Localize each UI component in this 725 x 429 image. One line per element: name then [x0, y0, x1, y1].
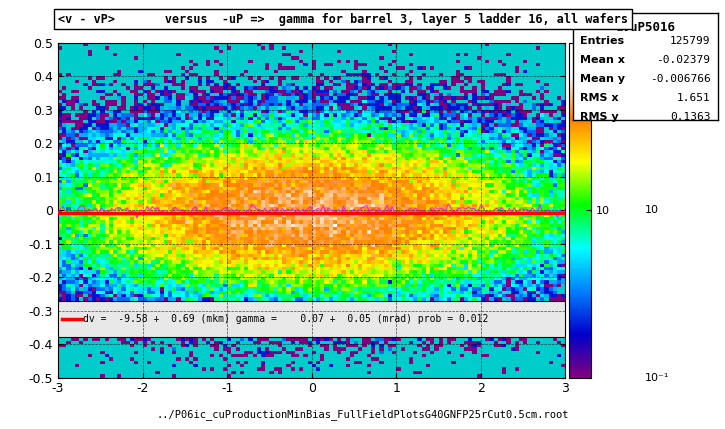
Text: 1.651: 1.651 — [676, 93, 710, 103]
Text: dvuP5016: dvuP5016 — [616, 21, 675, 34]
Text: RMS x: RMS x — [580, 93, 618, 103]
Bar — [58, 301, 566, 337]
Text: Mean y: Mean y — [580, 74, 625, 84]
Text: 10⁻¹: 10⁻¹ — [645, 372, 670, 383]
Text: Entries: Entries — [580, 36, 624, 46]
Text: <v - vP>       versus  -uP =>  gamma for barrel 3, layer 5 ladder 16, all wafers: <v - vP> versus -uP => gamma for barrel … — [58, 13, 628, 26]
Text: dv =  -9.58 +  0.69 (mkm) gamma =    0.07 +  0.05 (mrad) prob = 0.012: dv = -9.58 + 0.69 (mkm) gamma = 0.07 + 0… — [83, 314, 489, 324]
Text: 125799: 125799 — [670, 36, 710, 46]
Text: ../P06ic_cuProductionMinBias_FullFieldPlotsG40GNFP25rCut0.5cm.root: ../P06ic_cuProductionMinBias_FullFieldPl… — [157, 410, 568, 420]
Text: -0.006766: -0.006766 — [650, 74, 710, 84]
Text: 0.1363: 0.1363 — [670, 112, 710, 121]
Text: 10: 10 — [645, 205, 659, 215]
Text: -0.02379: -0.02379 — [657, 55, 710, 65]
Text: 10²: 10² — [645, 96, 664, 106]
Text: Mean x: Mean x — [580, 55, 625, 65]
Text: RMS y: RMS y — [580, 112, 618, 121]
